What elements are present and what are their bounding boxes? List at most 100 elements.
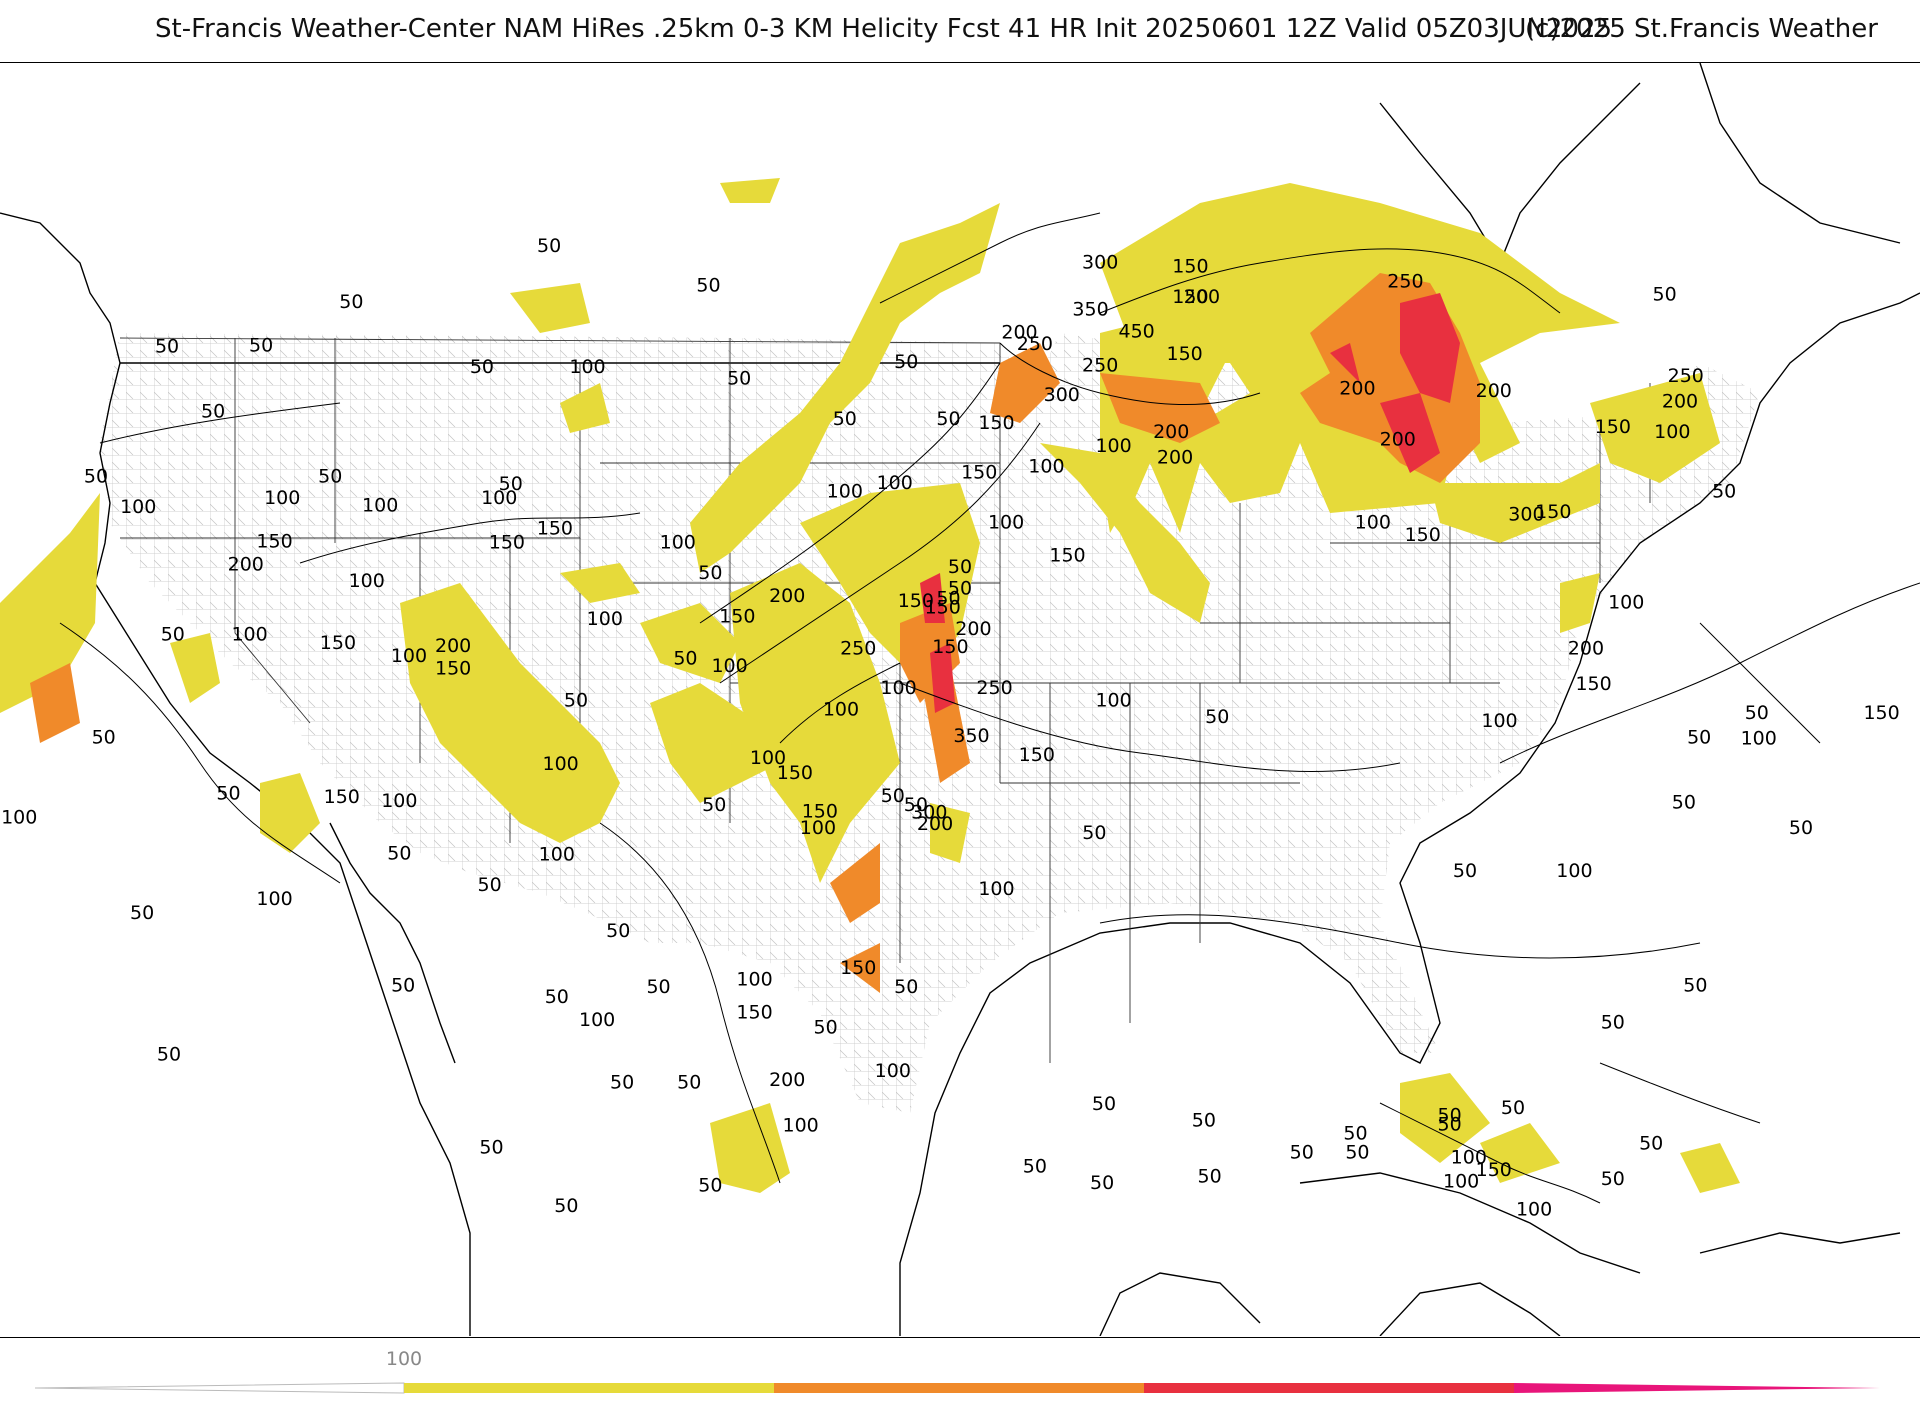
contour-label: 50 — [1438, 1113, 1462, 1135]
contour-label: 50 — [1683, 975, 1707, 997]
contour-label: 50 — [1653, 283, 1677, 305]
contour-label: 100 — [256, 888, 292, 910]
contour-label: 50 — [814, 1017, 838, 1039]
contour-label: 150 — [256, 530, 292, 552]
contour-label: 150 — [978, 412, 1014, 434]
contour-label: 150 — [537, 518, 573, 540]
contour-label: 50 — [216, 782, 240, 804]
shading-300-plus — [920, 293, 1460, 713]
contour-label: 50 — [339, 291, 363, 313]
contour-label: 50 — [92, 726, 116, 748]
contour-label: 100 — [823, 698, 859, 720]
map-title: St-Francis Weather-Center NAM HiRes .25k… — [0, 14, 1920, 54]
contour-label: 200 — [955, 618, 991, 640]
contour-label: 150 — [1476, 1159, 1512, 1181]
contour-label: 350 — [953, 725, 989, 747]
contour-label: 100 — [877, 472, 913, 494]
contour-label: 150 — [777, 762, 813, 784]
contour-label: 50 — [157, 1043, 181, 1065]
contour-label: 50 — [677, 1071, 701, 1093]
contour-label: 50 — [894, 976, 918, 998]
map-canvas: 50 50 50 50 50 50 50 50 50 50 50 50 50 50 50 50 50 50 50 50… — [0, 63, 1920, 1336]
contour-label: 50 — [727, 367, 751, 389]
contour-label: 200 — [769, 585, 805, 607]
contour-label: 150 — [1595, 416, 1631, 438]
contour-label: 100 — [827, 481, 863, 503]
contour-label: 50 — [1745, 702, 1769, 724]
colorbar-low-wedge — [34, 1382, 405, 1394]
title-text: St-Francis Weather-Center NAM HiRes .25k… — [155, 14, 1613, 44]
contour-label: 50 — [249, 334, 273, 356]
contour-label: 200 — [1568, 637, 1604, 659]
contour-label: 50 — [1090, 1172, 1114, 1194]
contour-label: 100 — [120, 496, 156, 518]
contour-label: 100 — [1095, 435, 1131, 457]
contour-label: 50 — [673, 647, 697, 669]
contour-label: 50 — [1082, 822, 1106, 844]
contour-label: 50 — [881, 785, 905, 807]
contour-label: 50 — [161, 623, 185, 645]
contour-label: 250 — [1387, 271, 1423, 293]
contour-label: 150 — [1172, 286, 1208, 308]
contour-label: 50 — [1789, 817, 1813, 839]
contour-label: 100 — [1556, 860, 1592, 882]
contour-label: 150 — [719, 605, 755, 627]
colorbar-tick-100: 100 — [386, 1348, 422, 1370]
contour-label: 200 — [228, 553, 264, 575]
contour-label: 250 — [1017, 333, 1053, 355]
contour-label: 250 — [840, 637, 876, 659]
contour-label: 100 — [978, 878, 1014, 900]
contour-label: 250 — [976, 677, 1012, 699]
contour-label: 150 — [1535, 501, 1571, 523]
contour-label: 450 — [1119, 320, 1155, 342]
contour-label: 100 — [231, 623, 267, 645]
contour-label: 150 — [840, 957, 876, 979]
contour-label: 300 — [911, 802, 947, 824]
contour-label: 150 — [1049, 544, 1085, 566]
contour-label: 100 — [1741, 728, 1777, 750]
contour-label: 150 — [324, 786, 360, 808]
contour-label: 150 — [1019, 744, 1055, 766]
contour-label: 50 — [1023, 1155, 1047, 1177]
contour-label: 50 — [936, 408, 960, 430]
contour-label: 50 — [646, 976, 670, 998]
contour-label: 100 — [660, 532, 696, 554]
helicity-map: 50 50 50 50 50 50 50 50 50 50 50 50 50 50 50 50 50 50 50 50… — [0, 62, 1920, 1338]
contour-label: 50 — [391, 975, 415, 997]
contour-label: 300 — [1508, 504, 1544, 526]
contour-label: 100 — [800, 817, 836, 839]
contour-label: 100 — [875, 1060, 911, 1082]
contour-label: 150 — [1172, 255, 1208, 277]
contour-label: 100 — [381, 790, 417, 812]
contour-label: 50 — [833, 408, 857, 430]
contour-label: 50 — [904, 794, 928, 816]
helicity-contours — [59, 212, 1920, 1204]
contour-label: 50 — [554, 1195, 578, 1217]
contour-label: 100 — [349, 570, 385, 592]
contour-label: 50 — [470, 356, 494, 378]
contour-label: 50 — [1712, 481, 1736, 503]
coastlines — [0, 63, 1920, 1336]
contour-label: 200 — [1157, 446, 1193, 468]
colorbar-band-orange — [774, 1383, 1144, 1393]
contour-label: 100 — [481, 487, 517, 509]
colorbar-band-yellow — [404, 1383, 774, 1393]
contour-label: 150 — [1863, 702, 1899, 724]
contour-label: 100 — [569, 356, 605, 378]
contour-label: 150 — [898, 590, 934, 612]
contour-label: 200 — [1184, 286, 1220, 308]
contour-label: 50 — [696, 275, 720, 297]
contour-label: 50 — [1601, 1168, 1625, 1190]
colorbar-high-wedge — [1514, 1383, 1880, 1393]
contour-label: 150 — [489, 532, 525, 554]
contour-label: 100 — [391, 645, 427, 667]
contour-label: 50 — [479, 1136, 503, 1158]
contour-label: 100 — [264, 487, 300, 509]
contour-label: 200 — [1153, 421, 1189, 443]
contour-label: 200 — [769, 1069, 805, 1091]
contour-label: 100 — [880, 677, 916, 699]
contour-label: 150 — [1575, 673, 1611, 695]
contour-label: 100 — [543, 753, 579, 775]
contour-label: 350 — [1072, 299, 1108, 321]
contour-label: 150 — [961, 462, 997, 484]
